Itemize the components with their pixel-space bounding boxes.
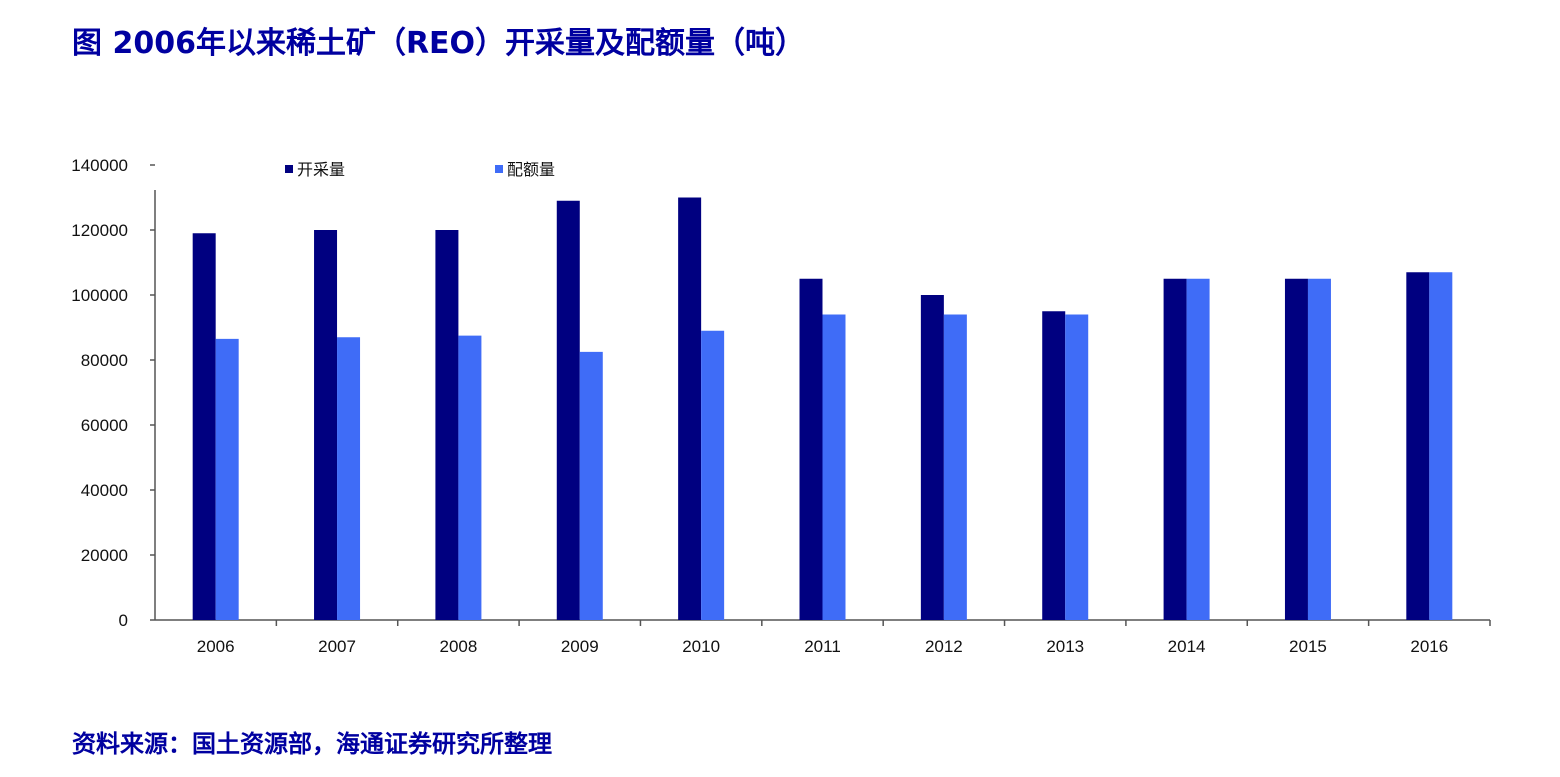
x-tick-label: 2010: [682, 637, 720, 656]
legend-label: 配额量: [507, 160, 555, 179]
bar-mining: [1406, 272, 1430, 620]
bar-mining: [678, 197, 702, 620]
y-tick-label: 80000: [81, 351, 128, 370]
y-tick-label: 120000: [71, 221, 128, 240]
bar-quota: [458, 335, 482, 620]
bar-mining: [192, 233, 216, 620]
y-tick-label: 20000: [81, 546, 128, 565]
x-tick-label: 2012: [925, 637, 963, 656]
source-note: 资料来源：国土资源部，海通证券研究所整理: [72, 730, 552, 758]
y-tick-label: 140000: [71, 156, 128, 175]
bar-quota: [822, 314, 846, 620]
x-tick-label: 2009: [561, 637, 599, 656]
x-tick-label: 2006: [197, 637, 235, 656]
bar-quota: [579, 351, 603, 620]
bars: [192, 197, 1453, 620]
bar-quota: [215, 338, 239, 620]
y-axis: 0 20000 40000 60000 80000 100000 120000 140000: [71, 156, 156, 630]
bar-mining: [1284, 278, 1308, 620]
bar-quota: [701, 330, 725, 620]
x-tick-label: 2008: [439, 637, 477, 656]
bar-quota: [1429, 272, 1453, 620]
chart-title: 图 2006年以来稀土矿（REO）开采量及配额量（吨）: [72, 26, 806, 61]
bar-quota: [1307, 278, 1331, 620]
y-tick-label: 0: [119, 611, 128, 630]
x-tick-label: 2007: [318, 637, 356, 656]
legend: 开采量 配额量: [285, 160, 555, 179]
bar-mining: [1163, 278, 1187, 620]
bar-mining: [556, 200, 580, 620]
legend-swatch: [495, 165, 503, 173]
bar-mining: [435, 230, 459, 620]
bar-quota: [337, 337, 361, 620]
bar-quota: [1065, 314, 1089, 620]
legend-label: 开采量: [297, 160, 345, 179]
bar-mining: [920, 295, 944, 620]
bar-mining: [314, 230, 338, 620]
x-tick-label: 2014: [1168, 637, 1206, 656]
bar-mining: [1042, 311, 1066, 620]
x-tick-label: 2011: [804, 637, 841, 656]
y-tick-label: 40000: [81, 481, 128, 500]
x-tick-label: 2015: [1289, 637, 1327, 656]
x-tick-label: 2016: [1410, 637, 1448, 656]
y-tick-label: 100000: [71, 286, 128, 305]
bar-mining: [799, 278, 823, 620]
y-tick-label: 60000: [81, 416, 128, 435]
legend-swatch: [285, 165, 293, 173]
bar-quota: [943, 314, 967, 620]
x-tick-label: 2013: [1046, 637, 1084, 656]
x-axis: 2006 2007 2008 2009 2010 2011 2012 2013 2014 2015…: [155, 619, 1491, 656]
bar-quota: [1186, 278, 1210, 620]
